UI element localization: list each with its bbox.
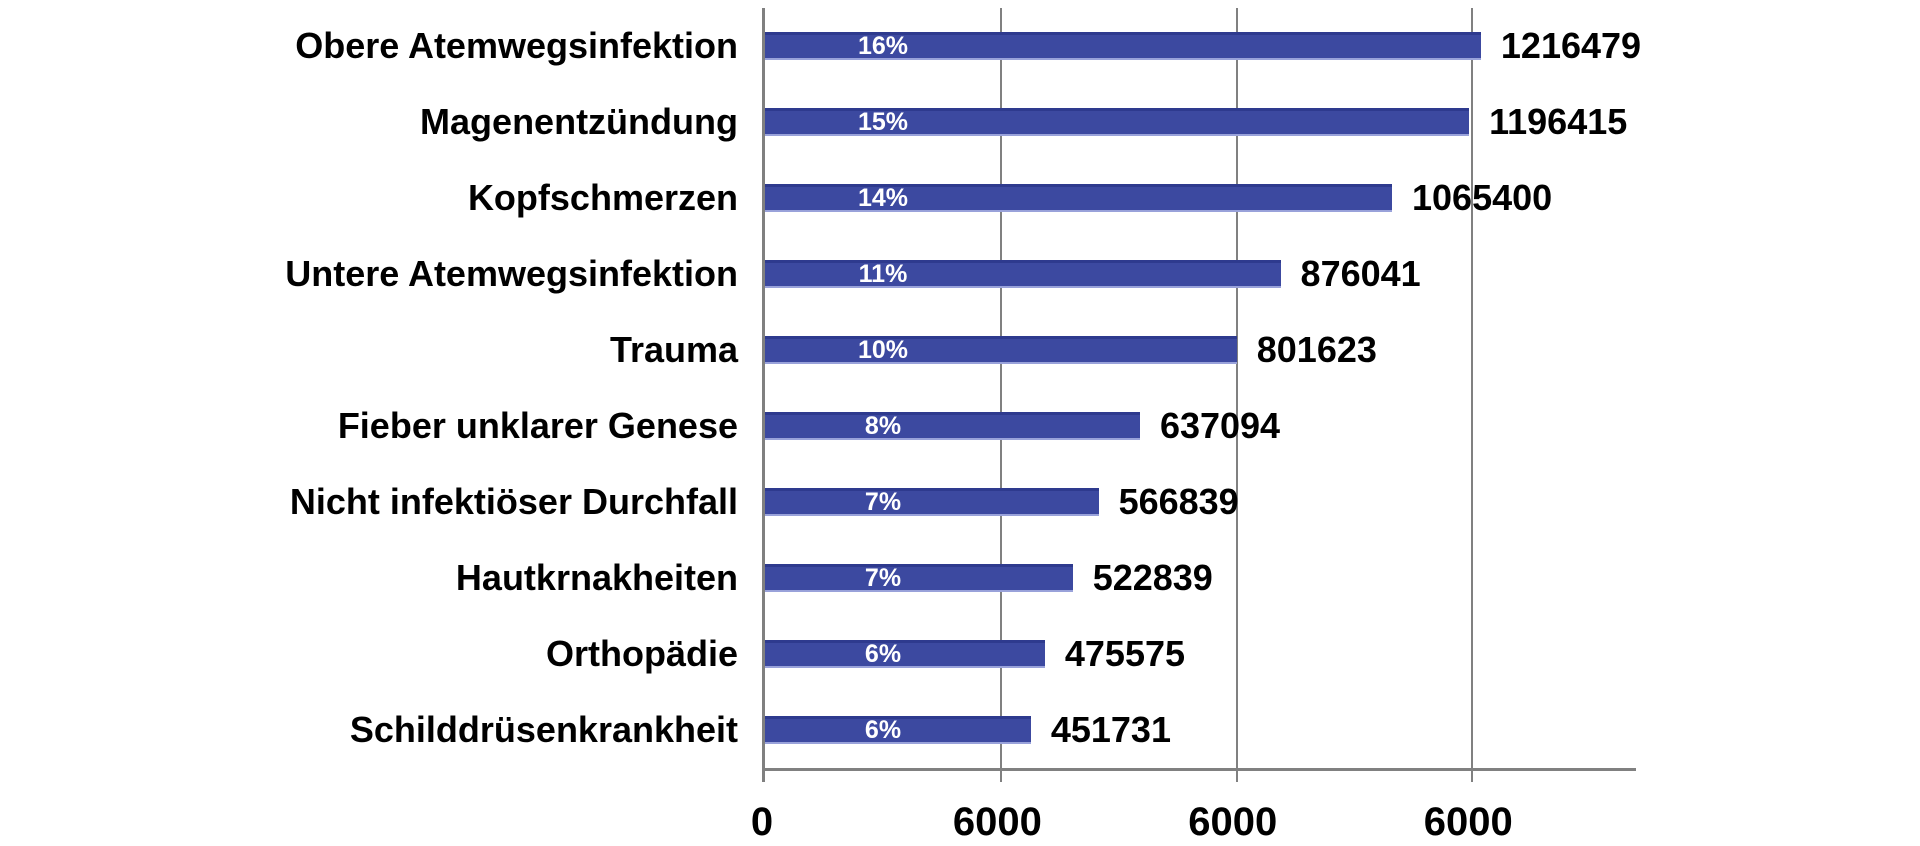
bar-percent-label: 14%: [857, 184, 909, 212]
bar-row: 6% 451731: [765, 692, 1636, 768]
bar-percent-label: 8%: [864, 412, 902, 440]
category-label: Trauma: [609, 329, 738, 370]
category-label: Orthopädie: [545, 633, 738, 674]
bar-row: 8% 637094: [765, 388, 1636, 464]
bar: 10%: [765, 336, 1237, 364]
category-label: Obere Atemwegsinfektion: [295, 25, 738, 66]
bar-value-label: 1216479: [1500, 25, 1642, 66]
bar-value-label: 475575: [1064, 633, 1186, 674]
plot-area: 16% 1216479 15% 1196415 14% 1065400 11% …: [762, 8, 1641, 782]
bar: 14%: [765, 184, 1392, 212]
bar-percent-label: 7%: [864, 488, 902, 516]
bar-value-label: 1196415: [1489, 101, 1628, 142]
category-label: Kopfschmerzen: [467, 177, 738, 218]
category-label: Untere Atemwegsinfektion: [285, 253, 738, 294]
bar-row: 14% 1065400: [765, 160, 1636, 236]
x-axis-tick-labels: 0 6000 6000 6000: [751, 800, 1633, 846]
bar-value-label: 1065400: [1412, 177, 1553, 218]
bar-percent-label: 7%: [864, 564, 902, 592]
bar: 11%: [765, 260, 1281, 288]
bar-row: 7% 522839: [765, 540, 1636, 616]
bar-row: 6% 475575: [765, 616, 1636, 692]
bar: 15%: [765, 108, 1470, 136]
bar-value-label: 522839: [1092, 557, 1213, 598]
bar-percent-label: 6%: [864, 716, 902, 744]
bar: 8%: [765, 412, 1140, 440]
bar: 7%: [765, 564, 1073, 592]
bar-value-label: 637094: [1159, 405, 1281, 446]
gridline: [1000, 8, 1003, 782]
bar-value-label: 566839: [1118, 481, 1239, 522]
x-axis-origin-tick: [762, 768, 765, 782]
x-tick-label: 0: [750, 800, 774, 844]
bar-percent-label: 11%: [858, 260, 908, 288]
gridline: [1471, 8, 1474, 782]
category-labels-column: Obere Atemwegsinfektion Magenentzündung Ko…: [0, 8, 762, 768]
bar: 6%: [765, 716, 1031, 744]
bar-percent-label: 10%: [857, 336, 909, 364]
bar: 16%: [765, 32, 1481, 60]
category-label: Fieber unklarer Genese: [337, 405, 738, 446]
category-label: Magenentzündung: [420, 101, 738, 142]
bar: 6%: [765, 640, 1045, 668]
bar-value-label: 876041: [1300, 253, 1421, 294]
bar-row: 15% 1196415: [765, 84, 1636, 160]
x-tick-label: 6000: [1423, 800, 1513, 844]
category-label: Nicht infektiöser Durchfall: [289, 481, 738, 522]
bar-row: 10% 801623: [765, 312, 1636, 388]
bar-row: 16% 1216479: [765, 8, 1641, 84]
bar-percent-label: 15%: [857, 108, 909, 136]
bar-value-label: 451731: [1050, 709, 1171, 750]
bar: 7%: [765, 488, 1099, 516]
gridline: [1235, 8, 1238, 782]
bar-row: 7% 566839: [765, 464, 1636, 540]
bar-percent-label: 6%: [864, 640, 902, 668]
category-label: Hautkrnakheiten: [455, 557, 738, 598]
x-tick-label: 6000: [952, 800, 1042, 844]
bar-percent-label: 16%: [857, 32, 909, 60]
x-tick-label: 6000: [1188, 800, 1278, 844]
bar-row: 11% 876041: [765, 236, 1636, 312]
category-label: Schilddrüsenkrankheit: [349, 709, 738, 750]
bar-value-label: 801623: [1256, 329, 1377, 370]
